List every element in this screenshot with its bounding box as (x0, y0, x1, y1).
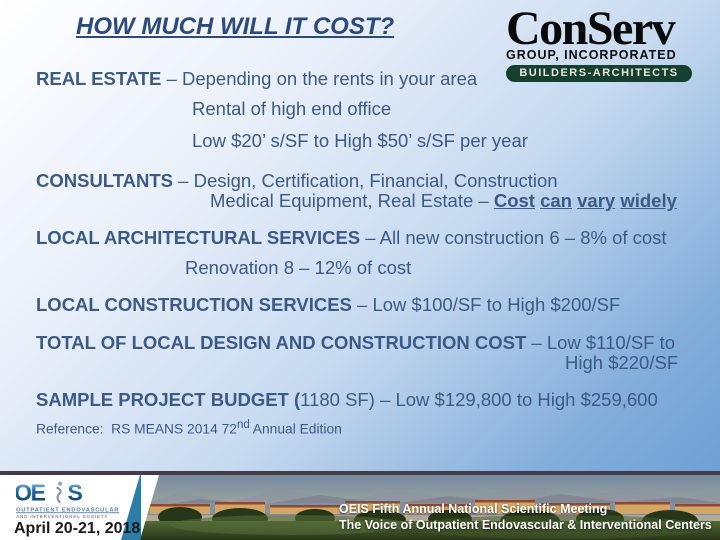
svg-text:OE: OE (16, 481, 46, 505)
svg-text:S: S (68, 481, 83, 505)
